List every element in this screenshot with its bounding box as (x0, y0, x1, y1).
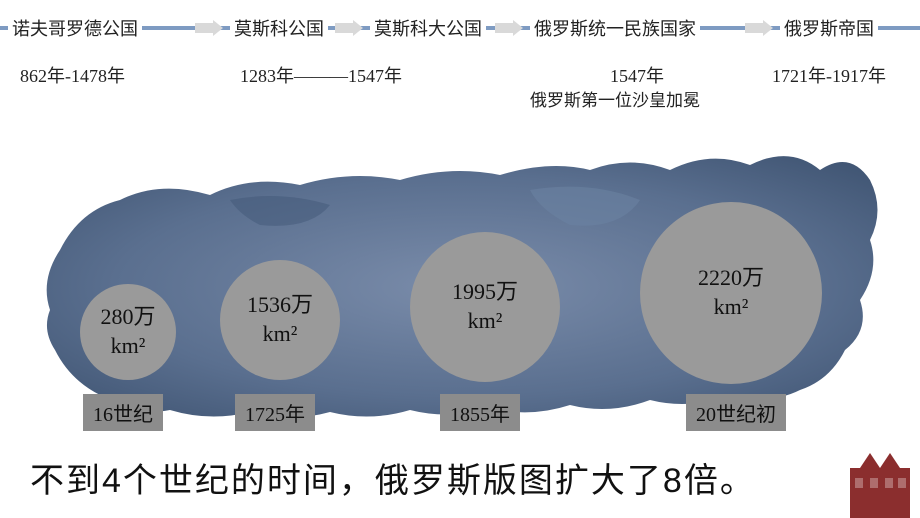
building-icon (840, 448, 920, 518)
timeline: 诺夫哥罗德公国 莫斯科公国 莫斯科大公国 俄罗斯统一民族国家 俄罗斯帝国 (0, 12, 920, 44)
timeline-item: 俄罗斯帝国 (780, 13, 878, 43)
circle-unit: km² (263, 320, 298, 349)
date-moscow: 1283年———1547年 (240, 62, 402, 88)
circle-unit: km² (468, 307, 503, 336)
circle-value: 1995万 (452, 278, 518, 307)
date-novgorod: 862年-1478年 (20, 62, 125, 88)
circle-value: 280万 (100, 303, 155, 332)
circle-value: 2220万 (698, 264, 764, 293)
conclusion-text: 不到4个世纪的时间，俄罗斯版图扩大了8倍。 (30, 453, 756, 502)
circle-value: 1536万 (247, 291, 313, 320)
date-empire: 1721年-1917年 (772, 62, 886, 88)
arrow-icon (745, 20, 773, 36)
dates-row: 862年-1478年 1283年———1547年 1547年 俄罗斯第一位沙皇加… (0, 62, 920, 112)
date-tsar-year: 1547年 (610, 62, 664, 88)
area-circle: 280万km² (80, 284, 176, 380)
timeline-item: 诺夫哥罗德公国 (8, 13, 142, 43)
area-circle: 1995万km² (410, 232, 560, 382)
arrow-icon (335, 20, 363, 36)
era-label: 20世纪初 (686, 394, 786, 431)
arrow-icon (495, 20, 523, 36)
circle-unit: km² (714, 293, 749, 322)
timeline-item: 莫斯科公国 (230, 13, 328, 43)
area-circle: 1536万km² (220, 260, 340, 380)
era-label: 1855年 (440, 394, 520, 431)
era-label: 16世纪 (83, 394, 163, 431)
timeline-item: 俄罗斯统一民族国家 (530, 13, 700, 43)
area-circle: 2220万km² (640, 202, 822, 384)
date-tsar-note: 俄罗斯第一位沙皇加冕 (530, 86, 700, 111)
timeline-item: 莫斯科大公国 (370, 13, 486, 43)
arrow-icon (195, 20, 223, 36)
circle-unit: km² (111, 332, 146, 361)
era-label: 1725年 (235, 394, 315, 431)
